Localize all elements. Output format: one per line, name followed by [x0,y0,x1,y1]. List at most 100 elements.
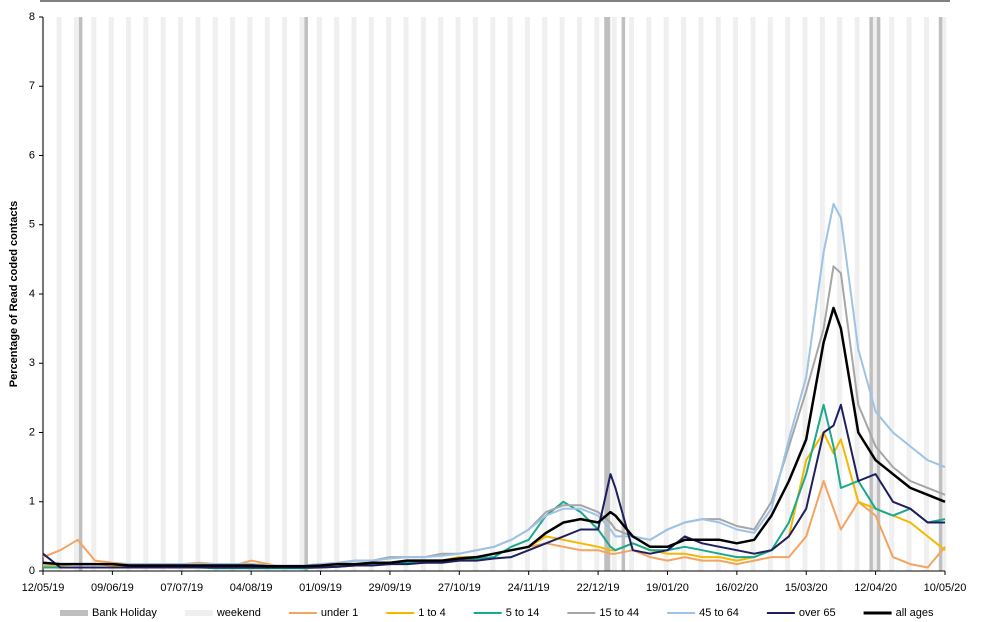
weekend-band [215,17,218,571]
weekend-band [490,17,493,571]
weekend-band [160,17,164,571]
weekend-band [368,17,372,571]
weekend-band [854,17,858,571]
weekend-band [666,17,669,571]
bank-holiday-band [304,17,308,571]
weekend-band [180,17,184,571]
weekend-band [559,17,563,571]
weekend-band [91,17,94,571]
weekend-band [472,17,476,571]
legend-label: 15 to 44 [599,607,639,619]
bank-holiday-band [869,17,873,571]
weekend-band [562,17,565,571]
weekend-band [507,17,511,571]
weekend-band [700,17,704,571]
weekend-band [718,17,721,571]
weekend-band [648,17,652,571]
x-tick-label: 29/09/19 [369,582,412,594]
bank-holiday-band [938,17,943,571]
bank-holiday-band [621,17,626,571]
weekend-band [787,17,791,571]
weekend-band [577,17,580,571]
y-tick-label: 6 [29,149,35,161]
legend-label: 1 to 4 [418,607,446,619]
weekend-band [752,17,756,571]
x-tick-label: 12/04/20 [854,582,897,594]
weekend-band [770,17,773,571]
y-tick-label: 1 [29,496,35,508]
weekend-band [735,17,739,571]
bank-holiday-band [876,17,881,571]
weekend-band [750,17,753,571]
series-line [42,306,946,568]
weekend-band [455,17,459,571]
weekend-band [839,17,843,571]
weekend-band [267,17,270,571]
weekend-band [59,17,62,571]
weekend-band [76,17,79,571]
weekend-band [458,17,461,571]
weekend-band [923,17,927,571]
weekend-band [527,17,530,571]
weekend-band [837,17,840,571]
x-tick-label: 27/10/19 [438,582,481,594]
weekend-band [889,17,892,571]
weekend-band [614,17,617,571]
weekend-band [542,17,545,571]
weekend-band [857,17,860,571]
weekend-band [733,17,736,571]
weekend-band [143,17,146,571]
weekend-band [301,17,305,571]
weekend-band [178,17,181,571]
series-line [43,203,946,567]
weekend-band [406,17,409,571]
x-tick-label: 01/09/19 [299,582,342,594]
y-tick-label: 3 [29,357,35,369]
weekend-band [440,17,444,571]
weekend-band [579,17,582,571]
x-tick-label: 19/01/20 [646,582,689,594]
weekend-band [891,17,895,571]
weekend-band [909,17,912,571]
y-tick-label: 4 [29,288,35,300]
legend-label: 45 to 64 [699,607,739,619]
weekend-band [93,17,97,571]
weekend-band [386,17,389,571]
series-line [42,403,945,569]
y-tick-label: 5 [29,219,35,231]
weekend-band [108,17,112,571]
weekend-band [804,17,808,571]
weekend-band [319,17,322,571]
bank-holiday-band [78,17,83,571]
weekend-band [510,17,513,571]
bank-holiday-band [606,17,611,571]
weekend-band [249,17,253,571]
weekend-band [423,17,426,571]
weekend-band [475,17,478,571]
weekend-band [388,17,392,571]
weekend-band [492,17,496,571]
weekend-band [683,17,687,571]
weekend-band [681,17,684,571]
weekend-band [646,17,649,571]
weekend-band [163,17,166,571]
weekend-band [611,17,615,571]
weekend-band [819,17,823,571]
legend-label: Bank Holiday [92,607,157,619]
weekend-band [232,17,236,571]
x-tick-label: 12/05/19 [22,582,65,594]
x-tick-label: 15/03/20 [785,582,828,594]
legend-label: 5 to 14 [506,607,540,619]
y-tick-label: 8 [29,11,35,23]
weekend-band [316,17,320,571]
x-tick-label: 04/08/19 [230,582,273,594]
bank-holiday-band [604,17,608,571]
weekend-band [802,17,805,571]
weekend-band [629,17,632,571]
x-tick-label: 16/02/20 [715,582,758,594]
weekend-band [941,17,944,571]
weekend-band [212,17,216,571]
x-tick-label: 22/12/19 [577,582,620,594]
weekend-band [145,17,149,571]
